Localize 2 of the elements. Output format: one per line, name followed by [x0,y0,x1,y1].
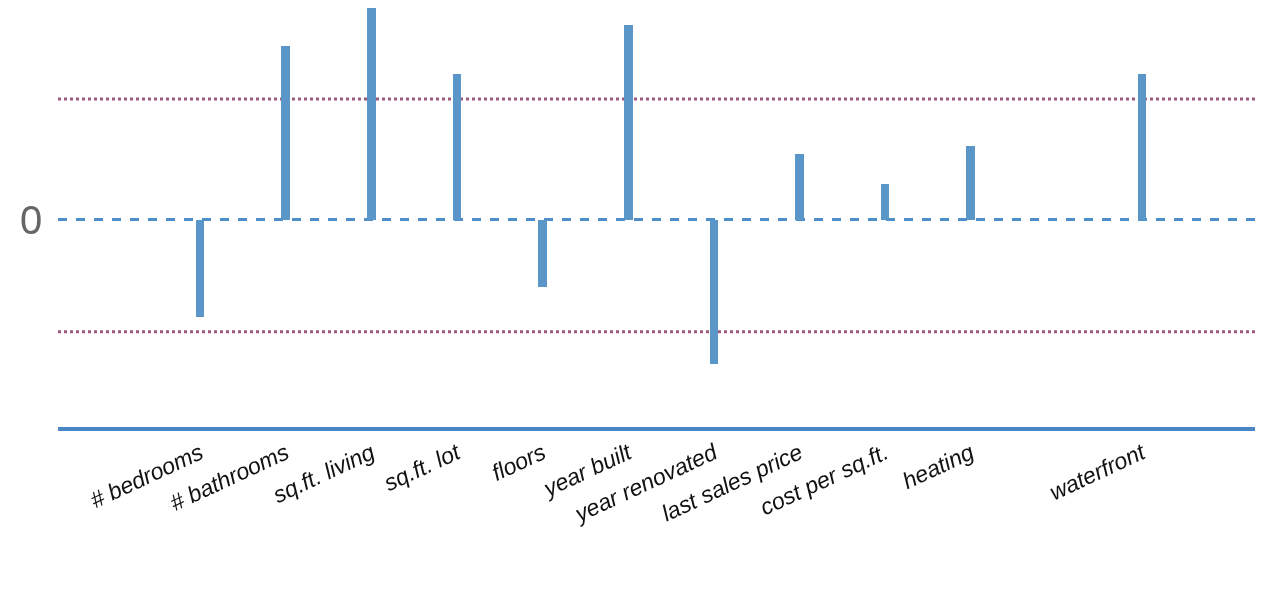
x-tick-label: sq.ft. lot [379,437,466,497]
ref-line-label: 0 [20,198,43,242]
